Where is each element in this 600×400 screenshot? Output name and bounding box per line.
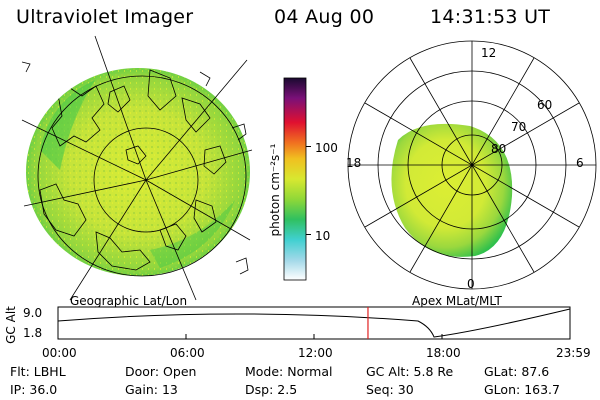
lat-lon-grid [21, 35, 253, 301]
coastlines [39, 69, 227, 271]
info-gc-alt: GC Alt: 5.8 Re [366, 364, 454, 379]
right-aurora-image [391, 123, 513, 257]
polar-grid [347, 40, 597, 290]
timeline-xtick-1: 06:00 [170, 346, 205, 360]
info-seq: Seq: 30 [366, 382, 414, 397]
color-bar-ticks [306, 78, 312, 280]
date-label: 04 Aug 00 [274, 6, 375, 28]
timeline-ytick-9: 9.0 [23, 306, 43, 320]
info-mode: Mode: Normal [245, 364, 333, 379]
color-bar [283, 77, 307, 281]
lat-label-60: 60 [537, 98, 553, 112]
mlt-label-12: 12 [481, 46, 497, 60]
info-glat: GLat: 87.6 [484, 364, 550, 379]
info-dsp: Dsp: 2.5 [245, 382, 298, 397]
info-glon: GLon: 163.7 [484, 382, 560, 397]
timeline-xtick-2: 12:00 [298, 346, 333, 360]
info-flt: Flt: LBHL [10, 364, 66, 379]
left-aurora-image [26, 68, 250, 276]
mlt-label-0: 0 [467, 277, 475, 291]
instrument-title: Ultraviolet Imager [16, 6, 194, 28]
lat-label-80: 80 [491, 142, 507, 156]
timeline-xtick-0: 00:00 [42, 346, 77, 360]
timeline-xtick-4: 23:59 [556, 346, 591, 360]
timeline-ytick-1.8: 1.8 [23, 326, 43, 340]
info-gain: Gain: 13 [125, 382, 178, 397]
timeline-xtick-3: 18:00 [426, 346, 461, 360]
color-bar-tick-100: 100 [315, 141, 338, 155]
time-label: 14:31:53 UT [430, 6, 551, 28]
info-ip: IP: 36.0 [10, 382, 58, 397]
mlt-label-6: 6 [576, 156, 584, 170]
left-panel-caption: Geographic Lat/Lon [70, 294, 188, 308]
timeline-ylabel: GC Alt [4, 306, 18, 344]
right-panel-caption: Apex MLat/MLT [412, 294, 502, 308]
altitude-timeline [57, 306, 571, 340]
lat-label-70: 70 [511, 120, 527, 134]
color-bar-tick-10: 10 [315, 229, 331, 243]
mlt-label-18: 18 [346, 156, 362, 170]
outer-coast [21, 61, 249, 275]
info-door: Door: Open [125, 364, 197, 379]
